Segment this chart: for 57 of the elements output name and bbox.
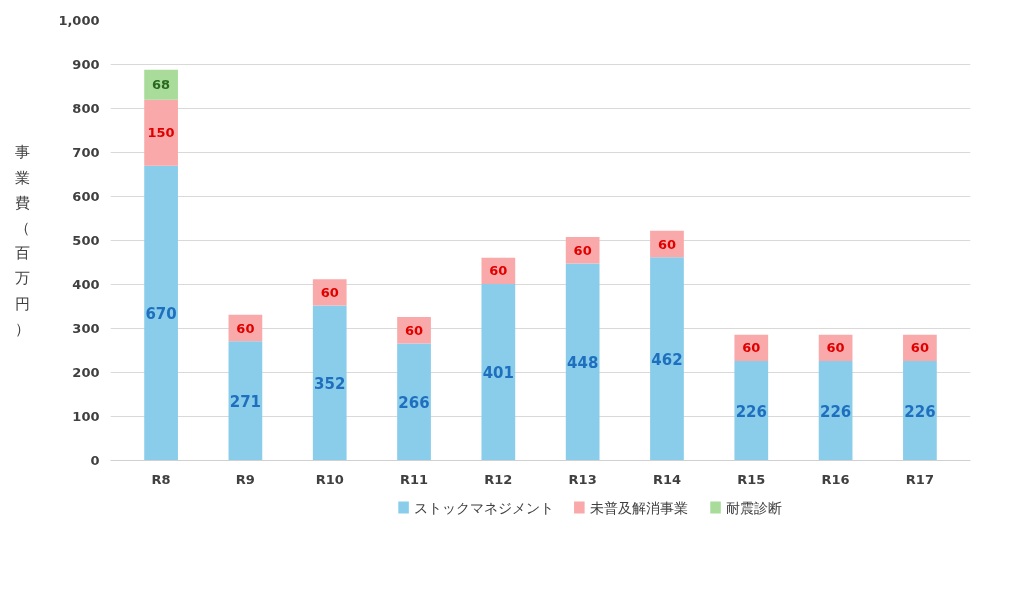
bar [818, 361, 853, 461]
x-tick-label: R9 [235, 471, 255, 487]
legend-label: ストックマネジメント [414, 499, 555, 516]
data-label: 60 [742, 340, 761, 356]
data-label: 60 [826, 340, 845, 356]
bar [397, 343, 431, 461]
legend-label: 耐震診断 [726, 499, 783, 516]
data-label: 226 [819, 402, 852, 421]
bar [144, 165, 178, 461]
bar [144, 99, 178, 166]
y-tick-label: 700 [72, 145, 100, 160]
data-label: 462 [651, 350, 683, 369]
data-label: 352 [314, 375, 346, 394]
x-tick-label: R17 [905, 471, 934, 487]
data-label: 670 [145, 305, 177, 324]
legend-label: 未普及解消事業 [589, 499, 688, 516]
y-tick-label: 600 [72, 189, 100, 204]
y-tick-label: 900 [72, 57, 100, 72]
data-label: 60 [489, 263, 508, 279]
data-label: 60 [236, 320, 255, 336]
x-tick-label: R11 [399, 471, 429, 487]
data-label: 150 [147, 125, 175, 141]
data-label: 60 [573, 242, 592, 258]
data-label: 226 [904, 402, 936, 421]
data-label: 60 [404, 322, 424, 338]
bar [565, 263, 600, 461]
bar [228, 341, 263, 461]
data-label: 60 [320, 284, 339, 300]
x-tick-label: R8 [151, 471, 171, 487]
y-tick-label: 200 [72, 365, 100, 380]
data-label: 448 [567, 353, 599, 372]
x-tick-label: R15 [737, 471, 766, 487]
y-axis-title: 事業費（百万円） [15, 143, 31, 338]
y-tick-label: 300 [72, 321, 100, 336]
bar [481, 284, 516, 461]
bar [312, 305, 347, 461]
data-label: 60 [910, 340, 929, 356]
y-tick-label: 0 [90, 453, 100, 468]
y-tick-label: 800 [72, 101, 100, 116]
bar [903, 361, 937, 461]
data-label: 68 [152, 77, 171, 93]
x-tick-label: R14 [652, 471, 682, 487]
y-tick-label: 500 [72, 233, 100, 248]
data-label: 60 [657, 236, 677, 252]
data-label: 226 [735, 402, 767, 421]
bar [650, 257, 684, 461]
y-tick-label: 1,000 [58, 13, 100, 28]
bar [734, 361, 769, 461]
x-tick-label: R13 [568, 471, 597, 487]
y-tick-label: 100 [72, 409, 100, 424]
y-tick-label: 400 [72, 277, 100, 292]
data-label: 271 [229, 392, 262, 411]
data-label: 401 [482, 364, 514, 383]
x-tick-label: R12 [484, 471, 513, 487]
x-tick-label: R16 [821, 471, 850, 487]
data-label: 266 [398, 393, 430, 412]
x-tick-label: R10 [315, 471, 344, 487]
